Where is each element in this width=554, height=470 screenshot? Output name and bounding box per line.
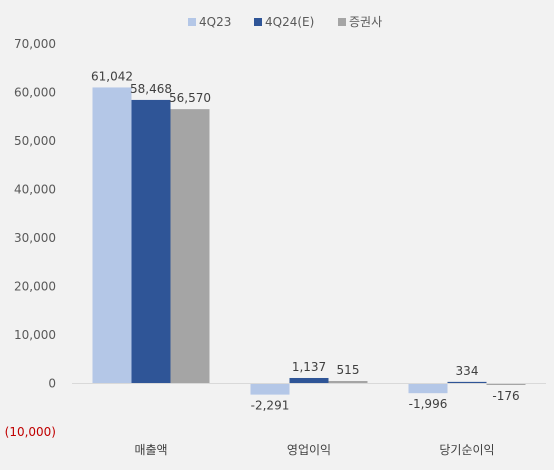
legend-label-3: 증권사 — [349, 15, 382, 29]
legend-swatch-2 — [254, 18, 262, 26]
bar — [408, 383, 448, 394]
bar — [447, 381, 487, 384]
y-tick-label: 60,000 — [14, 86, 56, 100]
legend: 4Q23 4Q24(E) 증권사 — [188, 15, 382, 29]
y-tick-label: (10,000) — [5, 425, 56, 439]
y-tick-label: 50,000 — [14, 134, 56, 148]
bar — [170, 109, 210, 384]
data-label: 334 — [456, 364, 479, 378]
data-label: -2,291 — [251, 399, 290, 413]
data-label: 58,468 — [130, 82, 172, 96]
bars — [92, 87, 526, 395]
bar — [486, 383, 526, 385]
data-label: -176 — [492, 389, 519, 403]
data-label: 515 — [337, 363, 360, 377]
category-label: 영업이익 — [287, 443, 331, 457]
legend-label-2: 4Q24(E) — [265, 15, 314, 29]
data-label: 1,137 — [292, 360, 326, 374]
legend-label-1: 4Q23 — [199, 15, 231, 29]
y-tick-label: 0 — [48, 377, 56, 391]
category-label: 매출액 — [134, 443, 167, 457]
bar — [92, 87, 132, 384]
bar — [328, 381, 368, 384]
data-label: -1,996 — [409, 397, 448, 411]
y-tick-label: 70,000 — [14, 37, 56, 51]
y-tick-label: 30,000 — [14, 231, 56, 245]
y-axis: 70,000 60,000 50,000 40,000 30,000 20,000 10,0… — [5, 37, 56, 439]
legend-swatch-1 — [188, 18, 196, 26]
bar — [289, 377, 329, 384]
data-label: 61,042 — [91, 69, 133, 83]
data-label: 56,570 — [169, 91, 211, 105]
bar — [250, 383, 290, 395]
x-axis: 매출액 영업이익 당기순이익 — [134, 443, 494, 457]
legend-swatch-3 — [338, 18, 346, 26]
y-tick-label: 10,000 — [14, 328, 56, 342]
y-tick-label: 40,000 — [14, 183, 56, 197]
y-tick-label: 20,000 — [14, 280, 56, 294]
bar — [131, 99, 171, 384]
category-label: 당기순이익 — [439, 443, 494, 457]
